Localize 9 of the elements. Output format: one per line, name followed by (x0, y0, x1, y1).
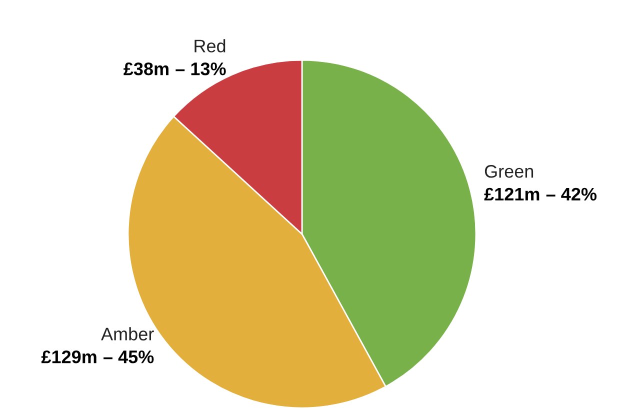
data-label: £121m (484, 188, 540, 200)
text: – 45% (104, 350, 154, 364)
text: – 13% (176, 62, 226, 76)
text: – 42% (546, 188, 597, 201)
data-label: £38m (124, 62, 168, 76)
data-label: £129m (41, 350, 96, 364)
slice-label: Red (194, 39, 226, 52)
slice-label: Amber (101, 327, 154, 340)
slice-label: Green (484, 164, 534, 178)
